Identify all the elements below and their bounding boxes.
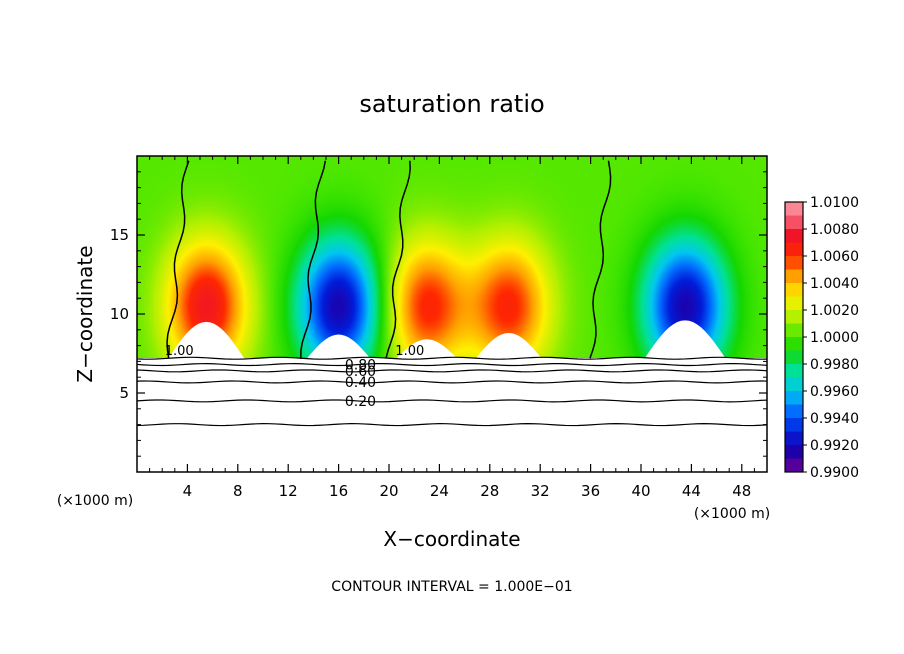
colorbar-label: 1.0060 <box>810 249 859 265</box>
colorbar-band <box>785 418 803 432</box>
undefined-region-bump <box>307 334 371 359</box>
contour-line-surface <box>136 369 768 373</box>
contour-line-1-00 <box>589 160 612 359</box>
colorbar-band <box>785 431 803 446</box>
x-axis-title: X−coordinate <box>383 527 520 551</box>
colorbar-label: 0.9980 <box>810 357 859 373</box>
y-tick-label: 15 <box>110 226 129 244</box>
undefined-region-bump <box>396 339 458 359</box>
colorbar-label: 0.9900 <box>810 465 859 481</box>
saturation-heatmap <box>137 156 767 358</box>
x-tick-label: 24 <box>430 482 449 500</box>
colorbar-band <box>785 215 803 230</box>
contour-line-1-00 <box>166 160 190 359</box>
contour-line-surface <box>136 380 768 384</box>
colorbar-band <box>785 283 803 297</box>
undefined-region-bump <box>168 321 245 359</box>
colorbar-band <box>785 350 803 365</box>
y-tick-label: 5 <box>119 384 129 402</box>
x-unit-left: (×1000 m) <box>57 493 133 509</box>
x-tick-label: 40 <box>631 482 650 500</box>
colorbar-band <box>785 310 803 324</box>
x-tick-label: 32 <box>531 482 550 500</box>
colorbar-band <box>785 364 803 378</box>
colorbar-band <box>785 404 803 419</box>
undefined-region-bump <box>475 332 542 359</box>
x-tick-label: 8 <box>233 482 243 500</box>
colorbar-band <box>785 445 803 459</box>
contour-line-surface <box>136 399 768 403</box>
contour-line-1-00 <box>300 160 327 359</box>
contour-line-surface <box>136 363 768 367</box>
undefined-region-bump <box>644 320 726 359</box>
contour-label: 1.00 <box>165 344 194 359</box>
colorbar-band <box>785 229 803 243</box>
contour-label: 0.40 <box>345 375 376 391</box>
x-tick-label: 36 <box>581 482 600 500</box>
contour-label: 0.20 <box>345 394 376 410</box>
x-tick-label: 16 <box>329 482 348 500</box>
colorbar-label: 1.0020 <box>810 303 859 319</box>
y-tick-label: 10 <box>110 305 129 323</box>
x-unit-right: (×1000 m) <box>694 506 770 522</box>
x-tick-label: 28 <box>480 482 499 500</box>
colorbar-label: 1.0000 <box>810 330 859 346</box>
contour-line-1-00 <box>385 160 411 359</box>
x-axis: 4 8 12 16 20 24 28 32 36 40 44 48 <box>149 156 755 500</box>
colorbar-band <box>785 296 803 311</box>
colorbar-label: 0.9920 <box>810 438 859 454</box>
colorbar-band <box>785 242 803 257</box>
x-tick-label: 48 <box>732 482 751 500</box>
colorbar-band <box>785 202 803 216</box>
colorbar-band <box>785 256 803 270</box>
y-axis-title: Z−coordinate <box>73 245 97 382</box>
colorbar-label: 0.9960 <box>810 384 859 400</box>
plot-area: 0.20 0.400.600.80 1.00 1.00 <box>136 156 768 427</box>
colorbar: 1.0100 1.0080 1.0060 1.0040 1.0020 1.0000 0.99… <box>784 195 859 481</box>
contour-label: 0.60 <box>345 364 376 380</box>
x-tick-label: 20 <box>379 482 398 500</box>
contour-line-surface <box>136 423 768 427</box>
contour-label: 1.00 <box>395 344 424 359</box>
colorbar-band <box>785 458 803 473</box>
contour-interval-note: CONTOUR INTERVAL = 1.000E−01 <box>331 579 572 595</box>
colorbar-band <box>785 391 803 405</box>
x-tick-label: 12 <box>279 482 298 500</box>
colorbar-label: 0.9940 <box>810 411 859 427</box>
contour-label: 0.80 <box>345 358 376 374</box>
x-tick-label: 44 <box>682 482 701 500</box>
colorbar-band <box>785 377 803 392</box>
chart-title: saturation ratio <box>359 90 544 118</box>
x-tick-label: 4 <box>183 482 193 500</box>
colorbar-band <box>785 269 803 284</box>
y-axis: 5 10 15 <box>110 171 767 457</box>
colorbar-label: 1.0100 <box>810 195 859 211</box>
colorbar-band <box>785 337 803 351</box>
colorbar-band <box>785 323 803 338</box>
colorbar-label: 1.0080 <box>810 222 859 238</box>
colorbar-label: 1.0040 <box>810 276 859 292</box>
contour-line-surface <box>136 356 768 360</box>
